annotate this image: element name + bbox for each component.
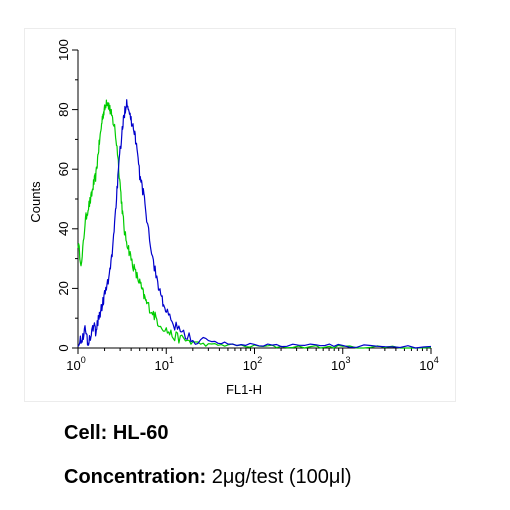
series-layer [77, 99, 432, 349]
axes: 0 20 40 60 80 100 100 101 102 103 104 [56, 39, 439, 373]
cell-caption: Cell: HL-60 [64, 422, 168, 445]
x-tick-label: 101 [155, 355, 174, 373]
plot-frame [24, 28, 456, 402]
x-tick-label: 103 [331, 355, 350, 373]
y-tick-label: 80 [56, 102, 71, 116]
y-tick-label: 0 [56, 344, 71, 351]
concentration-label: Concentration: [64, 466, 207, 488]
histogram-chart: 0 20 40 60 80 100 100 101 102 103 104 FL1-H Counts [28, 39, 439, 397]
x-tick-label: 100 [66, 355, 85, 373]
x-tick-label: 102 [243, 355, 262, 373]
cell-label: Cell: [64, 422, 108, 444]
histogram-series-2 [77, 99, 432, 349]
x-tick-label: 104 [419, 355, 438, 373]
concentration-caption: Concentration: 2μg/test (100μl) [64, 466, 352, 489]
histogram-series-1 [77, 99, 432, 349]
y-tick-label: 100 [56, 39, 71, 61]
y-axis-label: Counts [28, 181, 43, 223]
y-tick-label: 20 [56, 281, 71, 295]
x-axis-label: FL1-H [226, 382, 262, 397]
concentration-value: 2μg/test (100μl) [211, 466, 352, 488]
y-tick-label: 60 [56, 162, 71, 176]
y-tick-label: 40 [56, 222, 71, 236]
cell-value: HL-60 [112, 422, 169, 444]
